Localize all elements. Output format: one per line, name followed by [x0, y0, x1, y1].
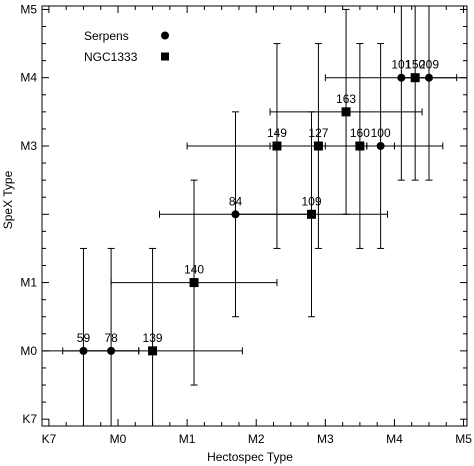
legend-label-serpens: Serpens [84, 29, 129, 43]
point-label: 139 [143, 331, 163, 345]
plot-area-frame [41, 5, 468, 427]
point-label: 150 [405, 58, 425, 72]
serpens-point [424, 73, 433, 82]
ngc1333-point [307, 209, 317, 219]
point-label: 160 [350, 126, 370, 140]
ngc1333-point [313, 141, 323, 151]
y-axis-title: SpeX Type [1, 170, 15, 229]
x-tick-label: M2 [248, 432, 265, 446]
legend-marker-serpens [161, 31, 169, 40]
serpens-point [376, 142, 385, 150]
ngc1333-point [148, 346, 158, 356]
serpens-point [231, 210, 240, 219]
ngc1333-point [341, 107, 351, 117]
point-label: 163 [336, 92, 356, 106]
y-tick-label: M3 [20, 139, 37, 153]
legend-label-ngc1333: NGC1333 [84, 50, 138, 64]
legend: Serpens NGC1333 [84, 29, 169, 64]
point-label: 59 [77, 331, 91, 345]
point-label: 84 [229, 194, 243, 208]
y-tick-label: K7 [22, 412, 37, 426]
y-tick-label: M1 [20, 276, 37, 290]
axis-ticks: K7 M0 M1 M2 M3 M4 M5 K7 M0 M1 M3 M4 M5 [20, 2, 472, 446]
ngc1333-point [355, 141, 365, 151]
ngc1333-point [189, 278, 199, 288]
x-tick-label: M3 [317, 432, 334, 446]
x-tick-label: M5 [455, 432, 472, 446]
point-label: 100 [371, 126, 391, 140]
point-label: 149 [267, 126, 287, 140]
point-label: 101 [391, 58, 411, 72]
y-tick-label: M0 [20, 344, 37, 358]
x-tick-label: M0 [110, 432, 127, 446]
point-label: 140 [184, 263, 204, 277]
x-axis-title: Hectospec Type [207, 450, 293, 464]
data-labels: 59 78 84 100 101 209 139 140 149 127 160 109 163 150 [77, 58, 440, 345]
y-tick-label: M4 [20, 71, 37, 85]
x-tick-label: M1 [179, 432, 196, 446]
ngc1333-point [272, 141, 282, 151]
point-label: 109 [301, 194, 321, 208]
serpens-point [397, 73, 406, 82]
x-tick-label: M4 [386, 432, 403, 446]
serpens-point [107, 346, 116, 355]
data-markers [79, 73, 433, 356]
point-label: 78 [104, 331, 118, 345]
point-label: 209 [419, 58, 439, 72]
y-tick-label: M5 [20, 2, 37, 16]
point-label: 127 [308, 126, 328, 140]
serpens-point [79, 346, 88, 355]
x-tick-label: K7 [42, 432, 57, 446]
ngc1333-point [410, 73, 420, 83]
legend-marker-ngc1333 [161, 52, 169, 61]
